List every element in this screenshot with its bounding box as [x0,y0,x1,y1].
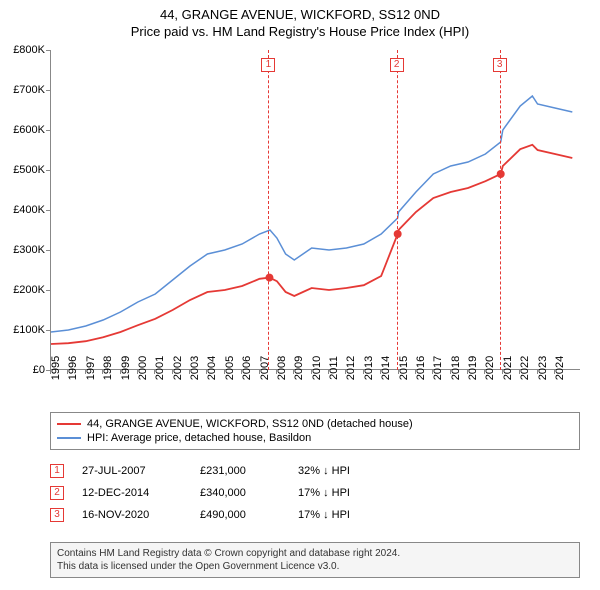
event-row: 1 27-JUL-2007 £231,000 32% ↓ HPI [50,460,580,482]
x-axis-label: 2001 [154,356,166,380]
x-axis-label: 2019 [467,356,479,380]
event-marker: 2 [50,486,64,500]
plot-svg [51,50,581,370]
y-axis-label: £500K [0,164,45,176]
x-axis-label: 1997 [85,356,97,380]
legend-swatch [57,423,81,425]
legend-label: 44, GRANGE AVENUE, WICKFORD, SS12 0ND (d… [87,418,413,430]
event-marker: 1 [50,464,64,478]
footer-line1: Contains HM Land Registry data © Crown c… [57,547,573,560]
y-axis-label: £600K [0,124,45,136]
y-axis-label: £300K [0,244,45,256]
legend-item: 44, GRANGE AVENUE, WICKFORD, SS12 0ND (d… [57,417,573,431]
y-axis-label: £100K [0,324,45,336]
reference-marker: 2 [390,58,404,72]
event-diff: 32% ↓ HPI [298,465,398,477]
chart-container: 44, GRANGE AVENUE, WICKFORD, SS12 0ND Pr… [0,0,600,590]
event-date: 12-DEC-2014 [82,487,182,499]
x-axis-label: 2015 [398,356,410,380]
sale-point [394,230,402,238]
chart-area: £0£100K£200K£300K£400K£500K£600K£700K£80… [50,50,580,370]
chart-subtitle: Price paid vs. HM Land Registry's House … [0,24,600,43]
x-axis-label: 2002 [172,356,184,380]
x-axis-label: 2023 [537,356,549,380]
y-axis-label: £0 [0,364,45,376]
reference-line [397,50,398,370]
series-property [51,145,572,344]
x-axis-label: 2003 [189,356,201,380]
event-row: 2 12-DEC-2014 £340,000 17% ↓ HPI [50,482,580,504]
x-axis-label: 2017 [432,356,444,380]
y-axis-label: £400K [0,204,45,216]
event-price: £231,000 [200,465,280,477]
event-row: 3 16-NOV-2020 £490,000 17% ↓ HPI [50,504,580,526]
x-axis-label: 2022 [519,356,531,380]
x-axis-label: 1999 [120,356,132,380]
x-axis-label: 2018 [450,356,462,380]
x-axis-label: 2014 [380,356,392,380]
event-diff: 17% ↓ HPI [298,487,398,499]
x-axis-label: 2013 [363,356,375,380]
y-axis-label: £200K [0,284,45,296]
footer-line2: This data is licensed under the Open Gov… [57,560,573,573]
y-axis-label: £800K [0,44,45,56]
x-axis-label: 2016 [415,356,427,380]
event-marker: 3 [50,508,64,522]
reference-marker: 3 [493,58,507,72]
x-axis-label: 2004 [206,356,218,380]
legend-swatch [57,437,81,439]
x-axis-label: 2020 [484,356,496,380]
x-axis-label: 2006 [241,356,253,380]
footer-attribution: Contains HM Land Registry data © Crown c… [50,542,580,578]
event-price: £340,000 [200,487,280,499]
legend-box: 44, GRANGE AVENUE, WICKFORD, SS12 0ND (d… [50,412,580,450]
x-axis-label: 2000 [137,356,149,380]
x-axis-label: 2021 [502,356,514,380]
reference-line [500,50,501,370]
sale-point [497,170,505,178]
x-axis-label: 2008 [276,356,288,380]
x-axis-label: 1996 [67,356,79,380]
reference-marker: 1 [261,58,275,72]
x-axis-label: 1998 [102,356,114,380]
events-table: 1 27-JUL-2007 £231,000 32% ↓ HPI 2 12-DEC-201… [50,460,580,526]
chart-title: 44, GRANGE AVENUE, WICKFORD, SS12 0ND [0,0,600,24]
x-axis-label: 2010 [311,356,323,380]
legend-label: HPI: Average price, detached house, Basi… [87,432,311,444]
x-axis-label: 2009 [293,356,305,380]
x-axis-label: 2011 [328,356,340,380]
event-date: 27-JUL-2007 [82,465,182,477]
sale-point [265,274,273,282]
x-axis-label: 2012 [345,356,357,380]
reference-line [268,50,269,370]
event-diff: 17% ↓ HPI [298,509,398,521]
event-price: £490,000 [200,509,280,521]
event-date: 16-NOV-2020 [82,509,182,521]
series-hpi [51,96,572,332]
y-axis-label: £700K [0,84,45,96]
legend-item: HPI: Average price, detached house, Basi… [57,431,573,445]
x-axis-label: 2024 [554,356,566,380]
x-axis-label: 1995 [50,356,62,380]
x-axis-label: 2005 [224,356,236,380]
